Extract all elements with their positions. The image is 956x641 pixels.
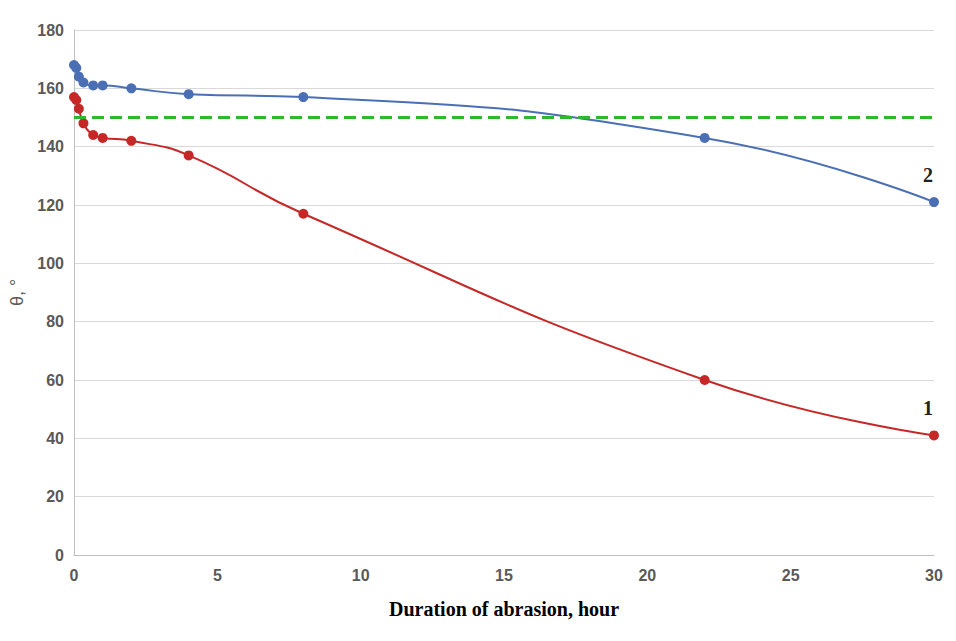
svg-text:30: 30 [925, 567, 943, 584]
svg-text:20: 20 [638, 567, 656, 584]
svg-text:10: 10 [352, 567, 370, 584]
svg-text:0: 0 [55, 547, 64, 564]
svg-text:20: 20 [46, 488, 64, 505]
svg-text:2: 2 [923, 164, 933, 186]
svg-text:5: 5 [213, 567, 222, 584]
svg-text:100: 100 [37, 255, 64, 272]
svg-text:80: 80 [46, 313, 64, 330]
svg-text:160: 160 [37, 80, 64, 97]
svg-text:140: 140 [37, 138, 64, 155]
svg-text:0: 0 [70, 567, 79, 584]
svg-text:180: 180 [37, 22, 64, 39]
svg-text:1: 1 [923, 397, 933, 419]
svg-text:15: 15 [495, 567, 513, 584]
svg-text:60: 60 [46, 372, 64, 389]
svg-text:40: 40 [46, 430, 64, 447]
svg-text:120: 120 [37, 197, 64, 214]
svg-text:θ, °: θ, ° [7, 279, 27, 306]
svg-text:Duration of abrasion, hour: Duration of abrasion, hour [389, 598, 619, 620]
svg-text:25: 25 [782, 567, 800, 584]
